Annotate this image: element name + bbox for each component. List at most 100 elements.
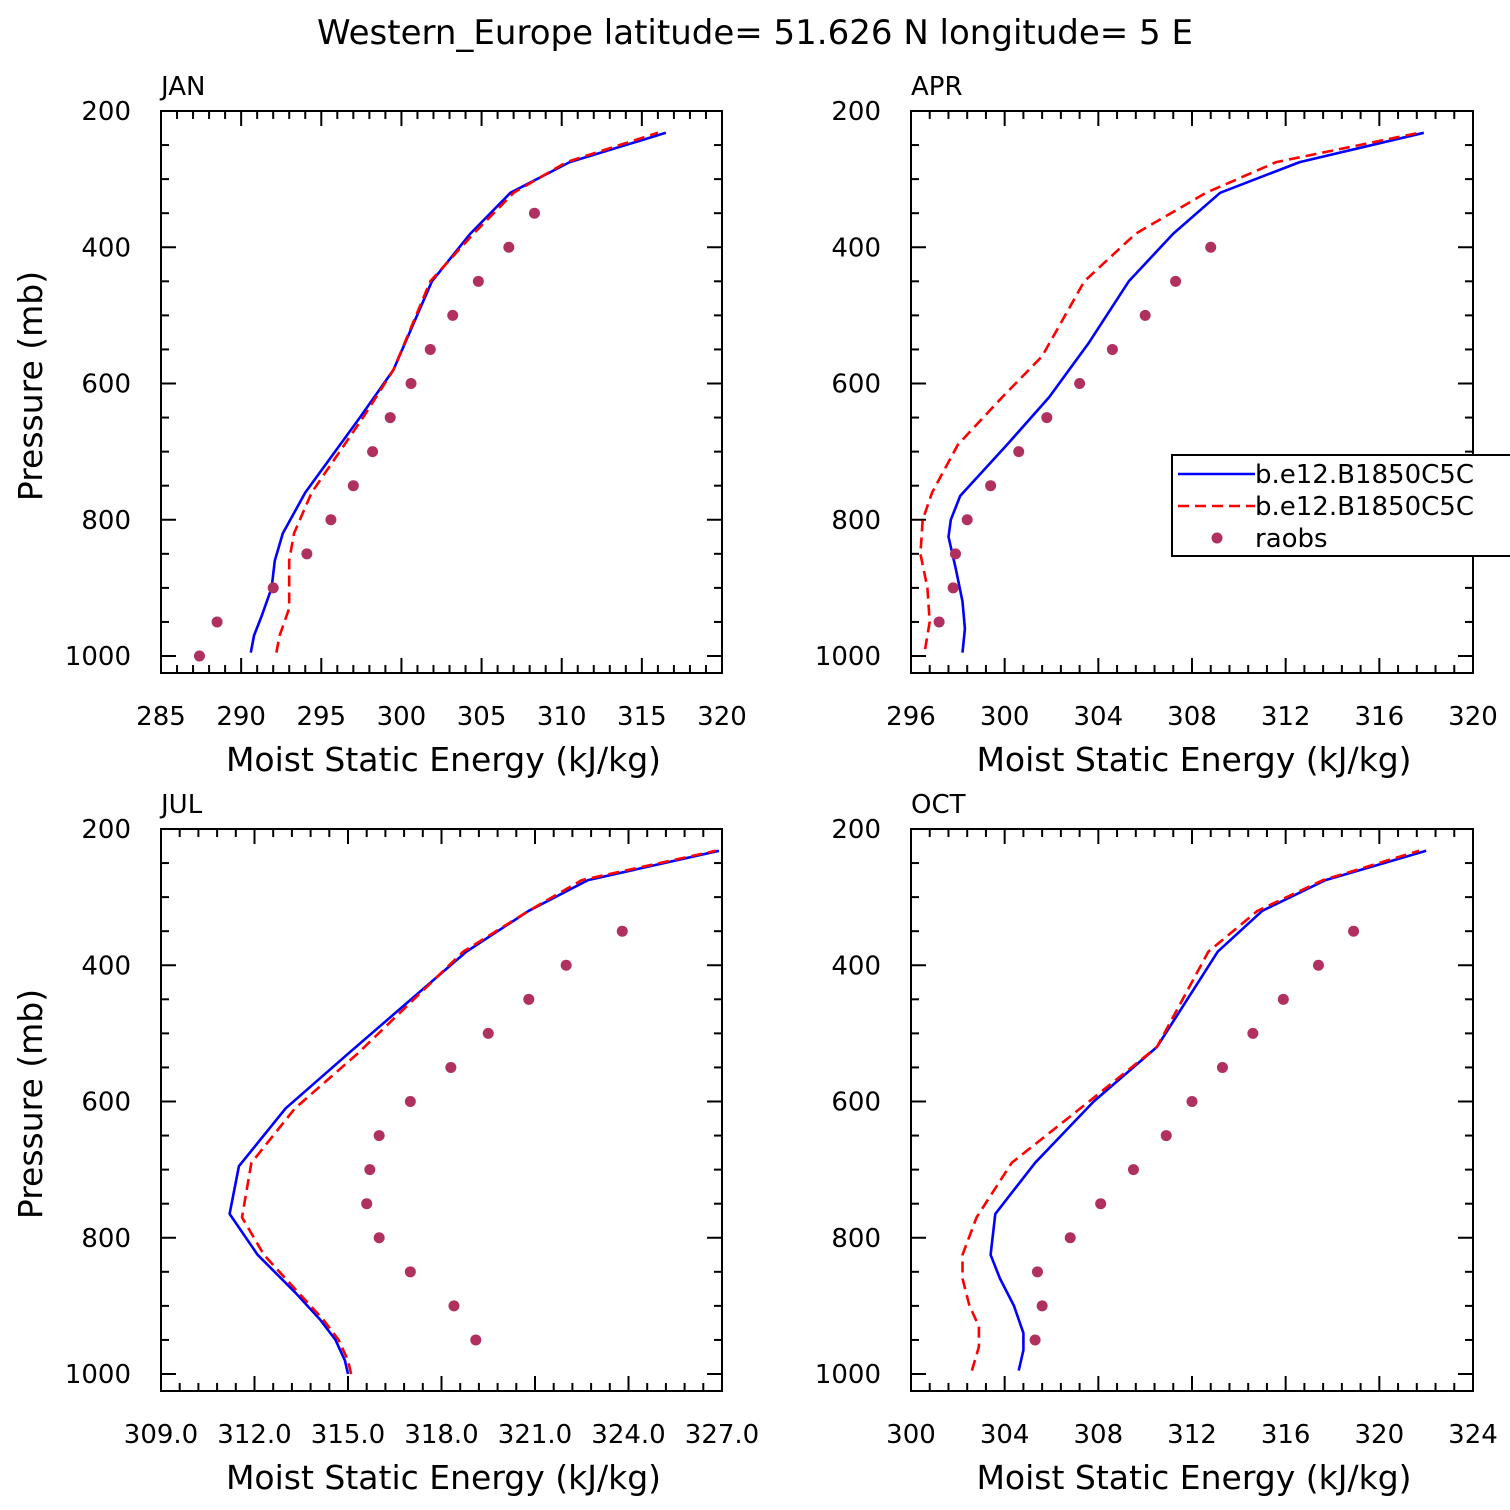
- raobs-point: [482, 1027, 494, 1039]
- raobs-point: [523, 993, 535, 1005]
- y-tick-label: 600: [831, 1088, 881, 1118]
- y-tick-label: 200: [81, 97, 131, 127]
- raobs-point: [193, 650, 205, 662]
- model-solid-line: [947, 131, 1425, 653]
- panel-apr: APR 296 300 304 308 312 316 320 200 400 600 800 1000…: [815, 72, 1498, 779]
- y-tick-label: 400: [831, 233, 881, 263]
- x-tick-label: 290: [216, 702, 266, 732]
- raobs-point: [1348, 925, 1360, 937]
- y-tick-label: 600: [81, 1088, 131, 1118]
- y-tick-label: 400: [81, 233, 131, 263]
- raobs-point: [445, 1061, 457, 1073]
- raobs-point: [1205, 241, 1217, 253]
- raobs-point: [211, 616, 223, 628]
- y-tick-label: 800: [81, 506, 131, 536]
- y-tick-label: 400: [81, 951, 131, 981]
- raobs-point: [1064, 1232, 1076, 1244]
- raobs-point: [1074, 378, 1086, 389]
- x-tick-label: 327.0: [685, 1420, 759, 1450]
- x-tick-label: 315.0: [311, 1420, 385, 1450]
- x-axis-label: Moist Static Energy (kJ/kg): [976, 740, 1411, 779]
- raobs-point: [448, 1300, 460, 1312]
- raobs-point: [616, 925, 628, 937]
- x-axis-label: Moist Static Energy (kJ/kg): [226, 1458, 661, 1497]
- x-tick-label: 318.0: [404, 1420, 478, 1450]
- raobs-point: [947, 582, 959, 594]
- y-tick-label: 1000: [65, 1360, 131, 1390]
- y-tick-label: 1000: [815, 642, 881, 672]
- raobs-point: [384, 412, 396, 424]
- x-tick-label: 304: [980, 1420, 1030, 1450]
- raobs-point: [560, 959, 572, 971]
- y-tick-label: 600: [81, 370, 131, 400]
- panel-title: APR: [911, 72, 963, 102]
- raobs-point: [503, 241, 515, 253]
- x-tick-label: 309.0: [124, 1420, 198, 1450]
- raobs-point: [1139, 309, 1151, 321]
- raobs-point: [470, 1334, 482, 1346]
- plot-frame: [910, 110, 1474, 674]
- x-tick-label: 324: [1448, 1420, 1498, 1450]
- raobs-point: [1013, 446, 1025, 458]
- raobs-point: [1127, 1164, 1139, 1176]
- x-tick-label: 308: [1167, 702, 1217, 732]
- panel-title: OCT: [911, 790, 966, 820]
- raobs-point: [1031, 1266, 1043, 1278]
- x-axis-label: Moist Static Energy (kJ/kg): [976, 1458, 1411, 1497]
- model-dashed-line: [961, 849, 1420, 1371]
- legend-label: raobs: [1255, 524, 1328, 554]
- model-solid-line: [249, 131, 667, 653]
- x-tick-label: 324.0: [591, 1420, 665, 1450]
- y-tick-label: 400: [831, 951, 881, 981]
- raobs-point: [1277, 993, 1289, 1005]
- raobs-point: [1170, 275, 1182, 287]
- raobs-point: [1216, 1061, 1228, 1073]
- y-tick-label: 800: [81, 1224, 131, 1254]
- y-tick-label: 800: [831, 1224, 881, 1254]
- y-tick-label: 1000: [65, 642, 131, 672]
- raobs-point: [472, 275, 484, 287]
- figure-title: Western_Europe latitude= 51.626 N longit…: [317, 13, 1193, 53]
- panels: JAN 285 290 295 300 305 310 315 320 200 400 600 800 1…: [11, 72, 1510, 1497]
- y-tick-label: 200: [81, 815, 131, 845]
- raobs-point: [1036, 1300, 1048, 1312]
- model-dashed-line: [919, 131, 1420, 650]
- x-tick-label: 320: [1448, 702, 1498, 732]
- y-tick-label: 200: [831, 815, 881, 845]
- model-dashed-line: [275, 131, 659, 653]
- x-tick-label: 316: [1355, 702, 1405, 732]
- y-tick-label: 600: [831, 370, 881, 400]
- raobs-point: [1247, 1027, 1259, 1039]
- legend-label: b.e12.B1850C5C: [1255, 492, 1474, 522]
- x-tick-label: 304: [1074, 702, 1124, 732]
- panel-jan: JAN 285 290 295 300 305 310 315 320 200 400 600 800 1…: [11, 72, 747, 779]
- raobs-point: [404, 1096, 416, 1107]
- model-dashed-line: [240, 849, 717, 1375]
- x-tick-label: 315: [617, 702, 667, 732]
- y-tick-label: 1000: [815, 1360, 881, 1390]
- legend-box: [1171, 454, 1510, 557]
- x-tick-label: 300: [980, 702, 1030, 732]
- raobs-point: [364, 1164, 376, 1176]
- panel-oct: OCT 300 304 308 312 316 320 324 200 400 600 800 1000…: [815, 790, 1498, 1497]
- raobs-point: [404, 1266, 416, 1278]
- raobs-point: [405, 378, 417, 389]
- plot-frame: [160, 828, 723, 1392]
- x-tick-label: 312: [1261, 702, 1311, 732]
- legend-label: b.e12.B1850C5C: [1255, 460, 1474, 490]
- x-tick-label: 285: [136, 702, 186, 732]
- panel-title: JUL: [159, 790, 203, 820]
- raobs-point: [347, 480, 359, 492]
- x-tick-label: 320: [697, 702, 747, 732]
- raobs-point: [949, 548, 961, 560]
- y-tick-label: 800: [831, 506, 881, 536]
- raobs-point: [361, 1198, 373, 1210]
- raobs-point: [1106, 343, 1118, 355]
- raobs-point: [528, 207, 540, 219]
- x-axis-label: Moist Static Energy (kJ/kg): [226, 740, 661, 779]
- model-solid-line: [989, 849, 1427, 1371]
- x-tick-label: 316: [1261, 1420, 1311, 1450]
- raobs-point: [985, 480, 997, 492]
- y-tick-label: 200: [831, 97, 881, 127]
